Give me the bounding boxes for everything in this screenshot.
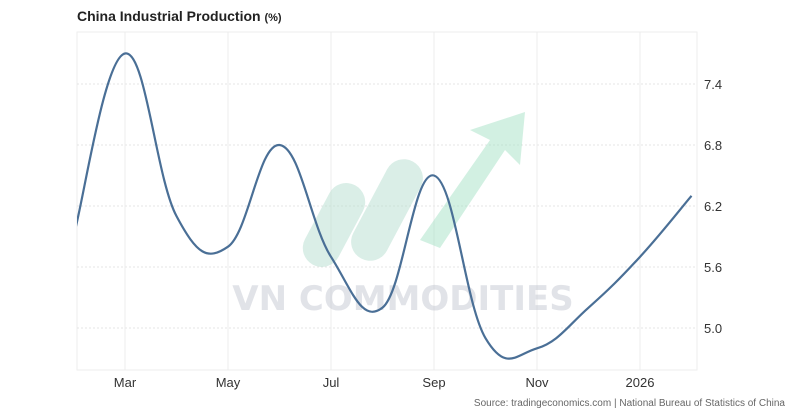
x-tick-label: Jul (323, 375, 340, 390)
y-tick-label: 6.2 (704, 199, 722, 214)
x-tick-label: Nov (525, 375, 549, 390)
y-tick-label: 5.6 (704, 260, 722, 275)
x-tick-label: Mar (114, 375, 137, 390)
watermark-logo: VN COMMODITIES (232, 112, 574, 319)
y-tick-label: 5.0 (704, 321, 722, 336)
y-tick-label: 6.8 (704, 138, 722, 153)
watermark-text: VN COMMODITIES (232, 279, 573, 319)
title-unit: (%) (264, 12, 282, 24)
chart-title: China Industrial Production (%) (77, 8, 282, 24)
x-tick-label: May (216, 375, 241, 390)
source-note: Source: tradingeconomics.com | National … (473, 398, 785, 409)
x-tick-label: Sep (422, 375, 445, 390)
title-text: China Industrial Production (77, 8, 261, 24)
grid (76, 31, 698, 371)
watermark-bar (302, 183, 366, 267)
y-tick-label: 7.4 (704, 77, 722, 92)
series-line (77, 52, 693, 360)
x-tick-label: 2026 (626, 375, 655, 390)
watermark-bar (351, 159, 423, 261)
plot-border (76, 31, 698, 371)
watermark-arrow (420, 112, 525, 248)
